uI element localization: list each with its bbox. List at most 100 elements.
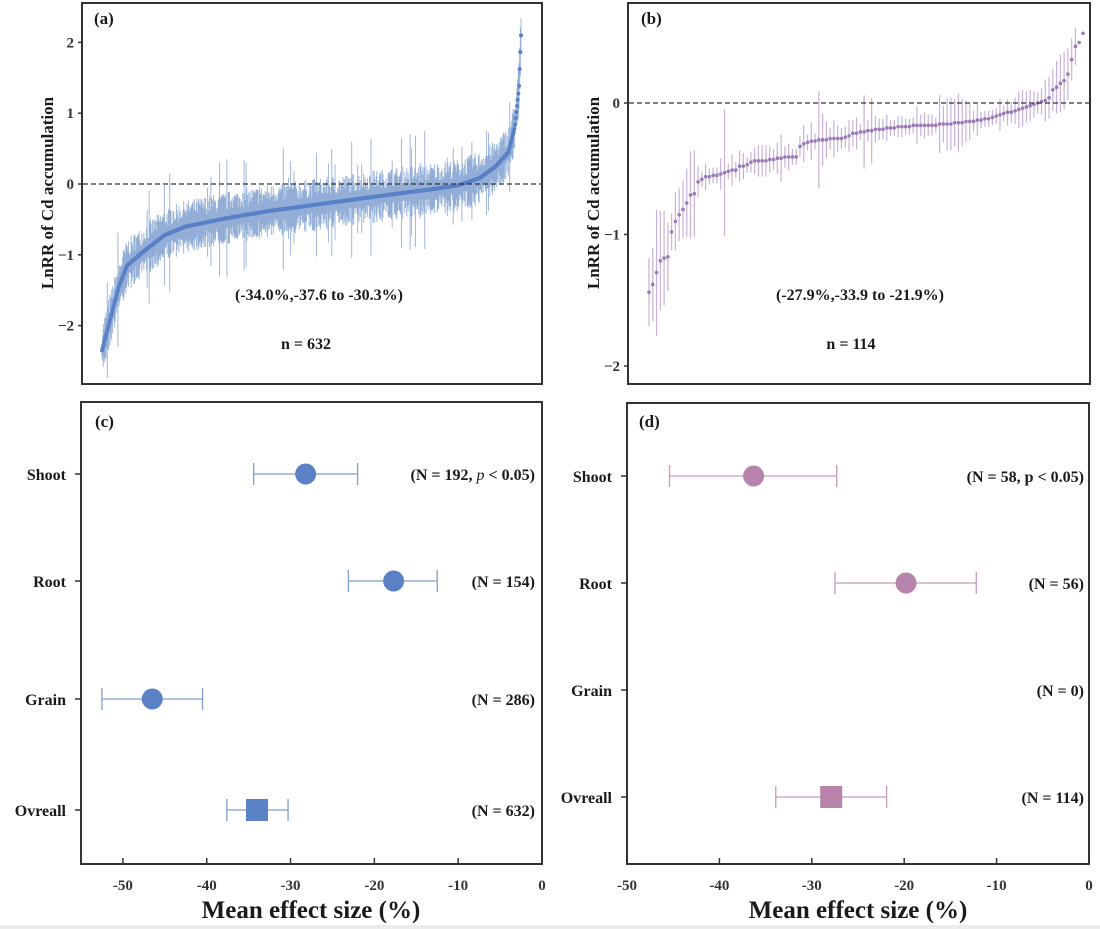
panel-c-label: (c)	[95, 412, 114, 431]
panel-b-point	[715, 173, 719, 178]
panel-a-point	[514, 110, 519, 115]
panel-b-point	[918, 123, 923, 128]
panel-b-frame	[627, 2, 1091, 385]
panel-b-point	[1020, 106, 1025, 111]
panel-c-n-label: (N = 154)	[472, 574, 535, 591]
panel-c-n-label-text: (N = 154)	[472, 574, 535, 591]
panel-d-n-label: (N = 58, p < 0.05)	[967, 469, 1084, 486]
panel-b-point	[817, 138, 821, 142]
panel-d-mean-marker	[895, 572, 917, 594]
panel-b-point	[783, 155, 787, 159]
panel-c-x-tick-label: -40	[197, 878, 217, 894]
panel-b-point	[869, 128, 874, 133]
panel-b-point	[1017, 107, 1021, 112]
panel-d: -50 -40 -30 -20 -10 0 Shoot (N = 58, p < 0.05) R…	[561, 402, 1093, 924]
panel-c-x-tick-label: 0	[538, 878, 546, 894]
panel-b-point	[1001, 111, 1006, 116]
panel-d-forest-plot: -50 -40 -30 -20 -10 0 Shoot (N = 58, p < 0.05) R…	[561, 465, 1093, 894]
panel-a-point	[516, 91, 521, 96]
panel-b-point	[979, 118, 983, 122]
panel-b-point	[741, 164, 746, 168]
panel-b-point	[952, 120, 957, 125]
panel-d-category-label: Root	[579, 576, 613, 593]
panel-b-point	[703, 174, 708, 179]
panel-d-x-tick-label: -40	[709, 878, 729, 894]
panel-b-point	[866, 128, 870, 133]
panel-b-y-axis: 0 −1 −2	[604, 96, 628, 375]
panel-d-n-label: (N = 114)	[1022, 790, 1084, 807]
panel-b-point	[767, 157, 772, 162]
panel-b-point	[884, 126, 889, 130]
panel-a-y-tick-label: −1	[58, 248, 74, 264]
panel-b-point	[990, 115, 995, 120]
panel-a-point	[515, 97, 520, 102]
panel-b-point	[881, 127, 885, 132]
panel-b-point	[832, 136, 836, 141]
panel-b-y-axis-label: LnRR of Cd accumulation	[584, 96, 603, 289]
panel-b-point	[971, 119, 976, 124]
panel-b-point	[718, 172, 723, 176]
panel-b-point	[986, 116, 991, 121]
panel-d-n-label-text: (N = 0)	[1037, 683, 1084, 700]
panel-b-point	[677, 212, 681, 217]
panel-b-point	[930, 123, 934, 128]
panel-d-category-label: Shoot	[573, 469, 613, 486]
panel-b-point	[1062, 78, 1066, 83]
panel-b-point	[1005, 110, 1010, 115]
panel-c-n-label: (N = 286)	[472, 692, 535, 709]
panel-d-n-label-text: (N = 58, p < 0.05)	[967, 469, 1084, 486]
panel-b-point	[805, 140, 810, 145]
panel-b-point	[1077, 40, 1082, 45]
panel-b: 0 −1 −2 (b) LnRR of Cd accumulation (-27.9…	[584, 2, 1091, 385]
panel-b-point	[843, 135, 848, 139]
panel-b-y-tick-label: −2	[604, 359, 620, 375]
panel-a-y-tick-label: 1	[67, 106, 75, 122]
panel-b-y-tick-label: 0	[613, 96, 621, 112]
panel-b-point	[824, 138, 829, 142]
panel-b-point	[926, 123, 931, 128]
panel-d-x-axis-label: Mean effect size (%)	[749, 897, 968, 924]
panel-b-point	[1058, 81, 1063, 86]
panel-b-point	[801, 141, 806, 146]
panel-b-point	[775, 156, 780, 161]
panel-b-point	[839, 136, 844, 141]
panel-b-point	[650, 282, 655, 287]
panel-c-forest-plot: -50 -40 -30 -20 -10 0 Shoot (N = 192, p < 0.05)…	[15, 463, 546, 894]
panel-d-x-tick-label: -20	[894, 878, 914, 894]
panel-a-y-tick-label: −2	[58, 319, 74, 335]
panel-d-label: (d)	[639, 412, 660, 431]
panel-a: 2 1 0 −1 −2 (a) LnRR of Cd accumulation (-34…	[38, 2, 543, 385]
panel-b-point	[998, 113, 1002, 117]
panel-c-x-axis-label: Mean effect size (%)	[202, 897, 421, 924]
panel-a-label: (a)	[94, 9, 114, 28]
panel-b-point	[654, 270, 659, 275]
panel-d-category-label: Grain	[571, 683, 612, 700]
panel-a-point	[515, 103, 520, 108]
panel-c-overall-marker	[246, 799, 269, 821]
panel-d-mean-marker	[743, 465, 765, 487]
panel-b-point	[873, 127, 878, 132]
panel-c-n-label: (N = 632)	[472, 803, 535, 820]
panel-b-point	[730, 168, 734, 172]
panel-b-point	[722, 170, 727, 175]
panel-d-n-label: (N = 0)	[1037, 683, 1084, 700]
panel-b-point	[756, 159, 761, 163]
panel-b-point	[673, 219, 678, 224]
panel-b-point	[934, 123, 938, 128]
panel-c-mean-marker	[141, 688, 163, 710]
panel-b-point	[1073, 44, 1078, 49]
panel-b-point	[858, 130, 863, 134]
panel-b-point	[847, 134, 851, 138]
panel-b-point	[911, 123, 915, 128]
panel-b-point	[960, 120, 965, 125]
panel-b-point	[688, 193, 693, 197]
panel-c-mean-marker	[383, 570, 405, 592]
panel-b-point	[692, 191, 697, 196]
panel-b-point	[798, 144, 802, 149]
panel-c-x-tick-label: -30	[281, 878, 301, 894]
panel-c-x-tick-label: -50	[113, 878, 133, 894]
panel-b-point	[1047, 95, 1051, 100]
panel-b-point	[907, 124, 912, 129]
panel-b-point	[896, 124, 900, 129]
